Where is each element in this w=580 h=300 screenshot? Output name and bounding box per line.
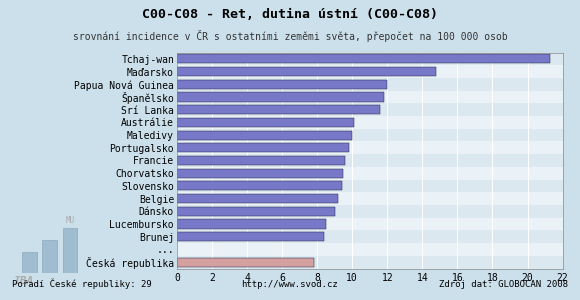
Bar <box>177 205 563 218</box>
Bar <box>177 91 563 103</box>
Text: Zdroj dat: GLOBOCAN 2008: Zdroj dat: GLOBOCAN 2008 <box>440 280 568 289</box>
Bar <box>177 169 343 178</box>
Bar <box>177 67 436 76</box>
Text: MU: MU <box>66 216 75 225</box>
Bar <box>177 194 338 203</box>
Bar <box>177 181 342 190</box>
Bar <box>177 105 380 114</box>
Bar <box>177 52 563 65</box>
Bar <box>177 192 563 205</box>
Text: http://www.svod.cz: http://www.svod.cz <box>242 280 338 289</box>
Bar <box>177 154 563 167</box>
Bar <box>177 207 335 216</box>
Bar <box>42 240 57 273</box>
Text: Pořadí České republiky: 29: Pořadí České republiky: 29 <box>12 278 151 289</box>
Bar <box>177 130 352 140</box>
Bar <box>177 180 563 192</box>
Text: srovnání incidence v ČR s ostatními zeměmi světa, přepočet na 100 000 osob: srovnání incidence v ČR s ostatními země… <box>72 30 508 42</box>
Bar <box>177 118 354 127</box>
Bar <box>177 54 550 63</box>
Bar <box>177 78 563 91</box>
Bar <box>177 143 349 152</box>
Bar <box>177 80 387 89</box>
Bar <box>177 218 563 230</box>
Text: C00-C08 - Ret, dutina ústní (C00-C08): C00-C08 - Ret, dutina ústní (C00-C08) <box>142 8 438 20</box>
Bar <box>22 252 37 273</box>
Bar <box>177 116 563 129</box>
Bar <box>177 243 563 256</box>
Bar <box>177 220 326 229</box>
Bar <box>177 156 345 165</box>
Bar <box>177 167 563 180</box>
Bar <box>63 228 77 273</box>
Bar <box>177 230 563 243</box>
Bar <box>177 232 324 241</box>
Bar <box>177 103 563 116</box>
Bar <box>177 92 384 101</box>
Bar <box>177 258 314 267</box>
Bar <box>177 65 563 78</box>
Bar <box>177 256 563 268</box>
Bar <box>177 141 563 154</box>
Text: IBA: IBA <box>14 276 34 286</box>
Bar <box>177 129 563 141</box>
